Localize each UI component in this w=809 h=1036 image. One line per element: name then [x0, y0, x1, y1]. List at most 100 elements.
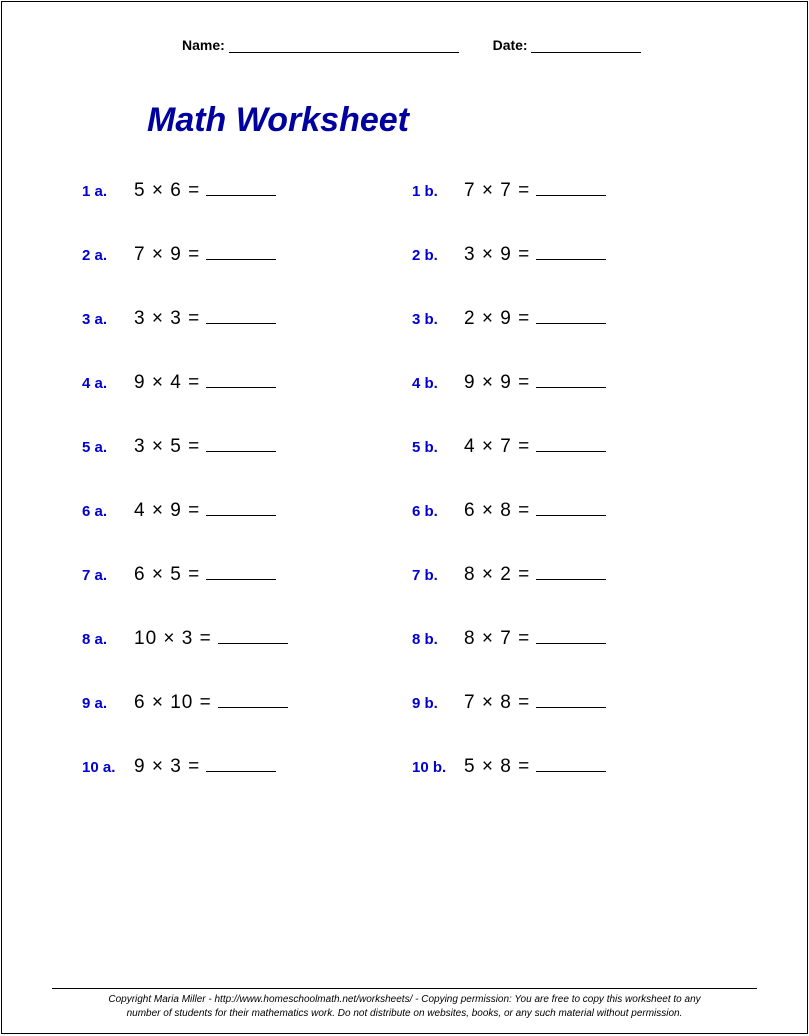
problem-col-a: 9 a.6 × 10 =: [82, 692, 412, 714]
answer-blank: [218, 643, 288, 644]
answer-blank: [206, 579, 276, 580]
answer-blank: [536, 259, 606, 260]
answer-blank: [536, 451, 606, 452]
problem-expression: 6 × 5 =: [134, 564, 200, 586]
problem-row: 7 a.6 × 5 =7 b.8 × 2 =: [82, 564, 757, 586]
answer-blank: [206, 451, 276, 452]
problem-col-b: 8 b.8 × 7 =: [412, 628, 742, 650]
answer-blank: [206, 387, 276, 388]
problem-row: 4 a.9 × 4 =4 b.9 × 9 =: [82, 372, 757, 394]
answer-blank: [206, 323, 276, 324]
worksheet-title: Math Worksheet: [147, 101, 757, 140]
problem-col-a: 7 a.6 × 5 =: [82, 564, 412, 586]
answer-blank: [206, 259, 276, 260]
problem-col-b: 4 b.9 × 9 =: [412, 372, 742, 394]
problem-row: 1 a.5 × 6 =1 b.7 × 7 =: [82, 180, 757, 202]
problem-label: 9 b.: [412, 695, 464, 712]
footer-line-1: Copyright Maria Miller - http://www.home…: [52, 993, 757, 1007]
problem-label: 1 b.: [412, 183, 464, 200]
problem-label: 4 b.: [412, 375, 464, 392]
problems-grid: 1 a.5 × 6 =1 b.7 × 7 =2 a.7 × 9 =2 b.3 ×…: [82, 180, 757, 778]
problem-label: 2 b.: [412, 247, 464, 264]
answer-blank: [536, 515, 606, 516]
problem-label: 6 a.: [82, 503, 134, 520]
problem-expression: 7 × 9 =: [134, 244, 200, 266]
problem-col-a: 5 a.3 × 5 =: [82, 436, 412, 458]
answer-blank: [536, 387, 606, 388]
name-label: Name:: [182, 37, 225, 53]
problem-label: 6 b.: [412, 503, 464, 520]
problem-expression: 9 × 3 =: [134, 756, 200, 778]
answer-blank: [536, 579, 606, 580]
problem-row: 5 a.3 × 5 =5 b.4 × 7 =: [82, 436, 757, 458]
problem-expression: 8 × 2 =: [464, 564, 530, 586]
answer-blank: [206, 771, 276, 772]
problem-col-a: 3 a.3 × 3 =: [82, 308, 412, 330]
problem-col-b: 1 b.7 × 7 =: [412, 180, 742, 202]
footer-line-2: number of students for their mathematics…: [52, 1007, 757, 1021]
problem-expression: 8 × 7 =: [464, 628, 530, 650]
problem-expression: 3 × 9 =: [464, 244, 530, 266]
problem-row: 9 a.6 × 10 =9 b.7 × 8 =: [82, 692, 757, 714]
problem-col-b: 5 b.4 × 7 =: [412, 436, 742, 458]
problem-label: 9 a.: [82, 695, 134, 712]
problem-label: 3 b.: [412, 311, 464, 328]
problem-expression: 3 × 5 =: [134, 436, 200, 458]
problem-row: 8 a.10 × 3 =8 b.8 × 7 =: [82, 628, 757, 650]
problem-col-a: 1 a.5 × 6 =: [82, 180, 412, 202]
problem-expression: 7 × 8 =: [464, 692, 530, 714]
problem-label: 4 a.: [82, 375, 134, 392]
problem-col-b: 6 b.6 × 8 =: [412, 500, 742, 522]
problem-label: 7 b.: [412, 567, 464, 584]
problem-label: 8 a.: [82, 631, 134, 648]
answer-blank: [536, 707, 606, 708]
problem-col-b: 3 b.2 × 9 =: [412, 308, 742, 330]
problem-expression: 4 × 7 =: [464, 436, 530, 458]
problem-col-a: 6 a.4 × 9 =: [82, 500, 412, 522]
problem-col-a: 8 a.10 × 3 =: [82, 628, 412, 650]
problem-expression: 6 × 10 =: [134, 692, 212, 714]
date-blank: [531, 39, 641, 53]
problem-label: 5 b.: [412, 439, 464, 456]
problem-expression: 7 × 7 =: [464, 180, 530, 202]
problem-expression: 9 × 4 =: [134, 372, 200, 394]
answer-blank: [206, 195, 276, 196]
problem-expression: 4 × 9 =: [134, 500, 200, 522]
answer-blank: [218, 707, 288, 708]
problem-label: 5 a.: [82, 439, 134, 456]
problem-expression: 10 × 3 =: [134, 628, 212, 650]
problem-label: 8 b.: [412, 631, 464, 648]
name-blank: [229, 39, 459, 53]
problem-label: 3 a.: [82, 311, 134, 328]
problem-row: 10 a.9 × 3 =10 b.5 × 8 =: [82, 756, 757, 778]
answer-blank: [536, 771, 606, 772]
answer-blank: [536, 195, 606, 196]
problem-expression: 2 × 9 =: [464, 308, 530, 330]
answer-blank: [536, 643, 606, 644]
problem-row: 2 a.7 × 9 =2 b.3 × 9 =: [82, 244, 757, 266]
problem-col-a: 2 a.7 × 9 =: [82, 244, 412, 266]
header-line: Name: Date:: [182, 37, 757, 53]
answer-blank: [536, 323, 606, 324]
problem-label: 1 a.: [82, 183, 134, 200]
problem-expression: 6 × 8 =: [464, 500, 530, 522]
problem-expression: 3 × 3 =: [134, 308, 200, 330]
worksheet-page: Name: Date: Math Worksheet 1 a.5 × 6 =1 …: [1, 1, 808, 1034]
problem-col-b: 10 b.5 × 8 =: [412, 756, 742, 778]
problem-expression: 5 × 6 =: [134, 180, 200, 202]
problem-col-b: 2 b.3 × 9 =: [412, 244, 742, 266]
problem-expression: 9 × 9 =: [464, 372, 530, 394]
copyright-footer: Copyright Maria Miller - http://www.home…: [52, 988, 757, 1021]
problem-label: 10 b.: [412, 759, 464, 776]
problem-row: 3 a.3 × 3 =3 b.2 × 9 =: [82, 308, 757, 330]
answer-blank: [206, 515, 276, 516]
problem-label: 7 a.: [82, 567, 134, 584]
problem-expression: 5 × 8 =: [464, 756, 530, 778]
problem-label: 2 a.: [82, 247, 134, 264]
problem-col-a: 10 a.9 × 3 =: [82, 756, 412, 778]
problem-row: 6 a.4 × 9 =6 b.6 × 8 =: [82, 500, 757, 522]
date-label: Date:: [493, 37, 528, 53]
problem-col-b: 9 b.7 × 8 =: [412, 692, 742, 714]
problem-label: 10 a.: [82, 759, 134, 776]
problem-col-a: 4 a.9 × 4 =: [82, 372, 412, 394]
